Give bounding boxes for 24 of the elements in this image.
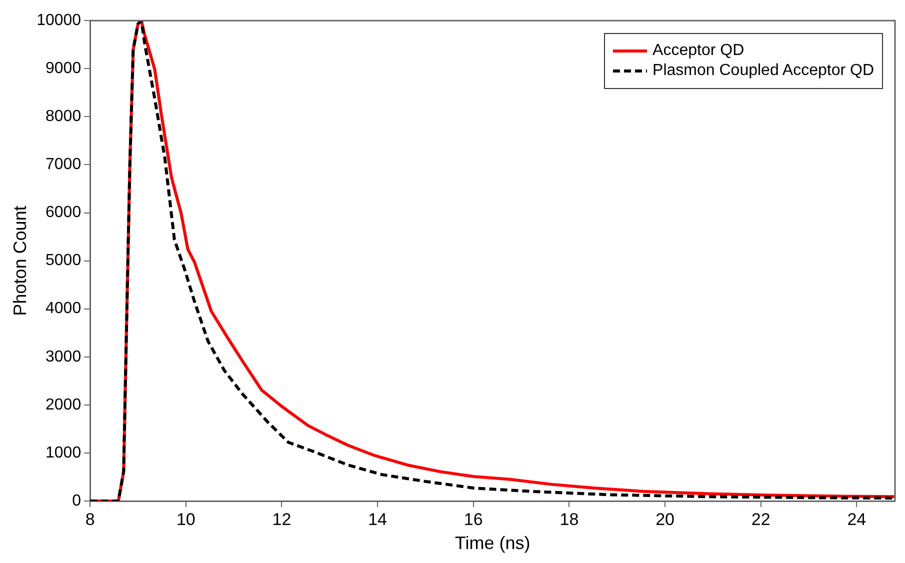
y-tick-label: 10000 [36,12,82,30]
y-tick-label: 7000 [46,156,82,174]
x-tick-label: 10 [176,510,196,529]
y-tick-label: 4000 [46,300,82,318]
x-tick-label: 8 [85,510,95,529]
x-tick-label: 18 [560,510,579,529]
y-tick-label: 0 [72,492,82,510]
y-tick-label: 9000 [46,60,82,78]
x-tick-label: 22 [751,510,770,529]
x-tick-label: 14 [368,510,388,529]
legend-label: Acceptor QD [652,42,744,60]
x-tick-label: 20 [656,510,674,529]
y-tick-label: 8000 [46,108,82,126]
y-tick-label: 1000 [46,444,82,462]
y-tick-label: 6000 [46,204,82,222]
y-tick-label: 2000 [46,396,82,414]
legend-label: Plasmon Coupled Acceptor QD [652,62,874,80]
x-axis-title: Time (ns) [454,533,530,554]
y-tick-label: 3000 [46,348,82,366]
x-tick-label: 16 [464,510,483,529]
y-axis-title: Photon Count [10,206,30,316]
y-tick-label: 5000 [46,252,82,270]
x-tick-label: 24 [847,510,866,529]
x-tick-label: 12 [272,510,292,529]
